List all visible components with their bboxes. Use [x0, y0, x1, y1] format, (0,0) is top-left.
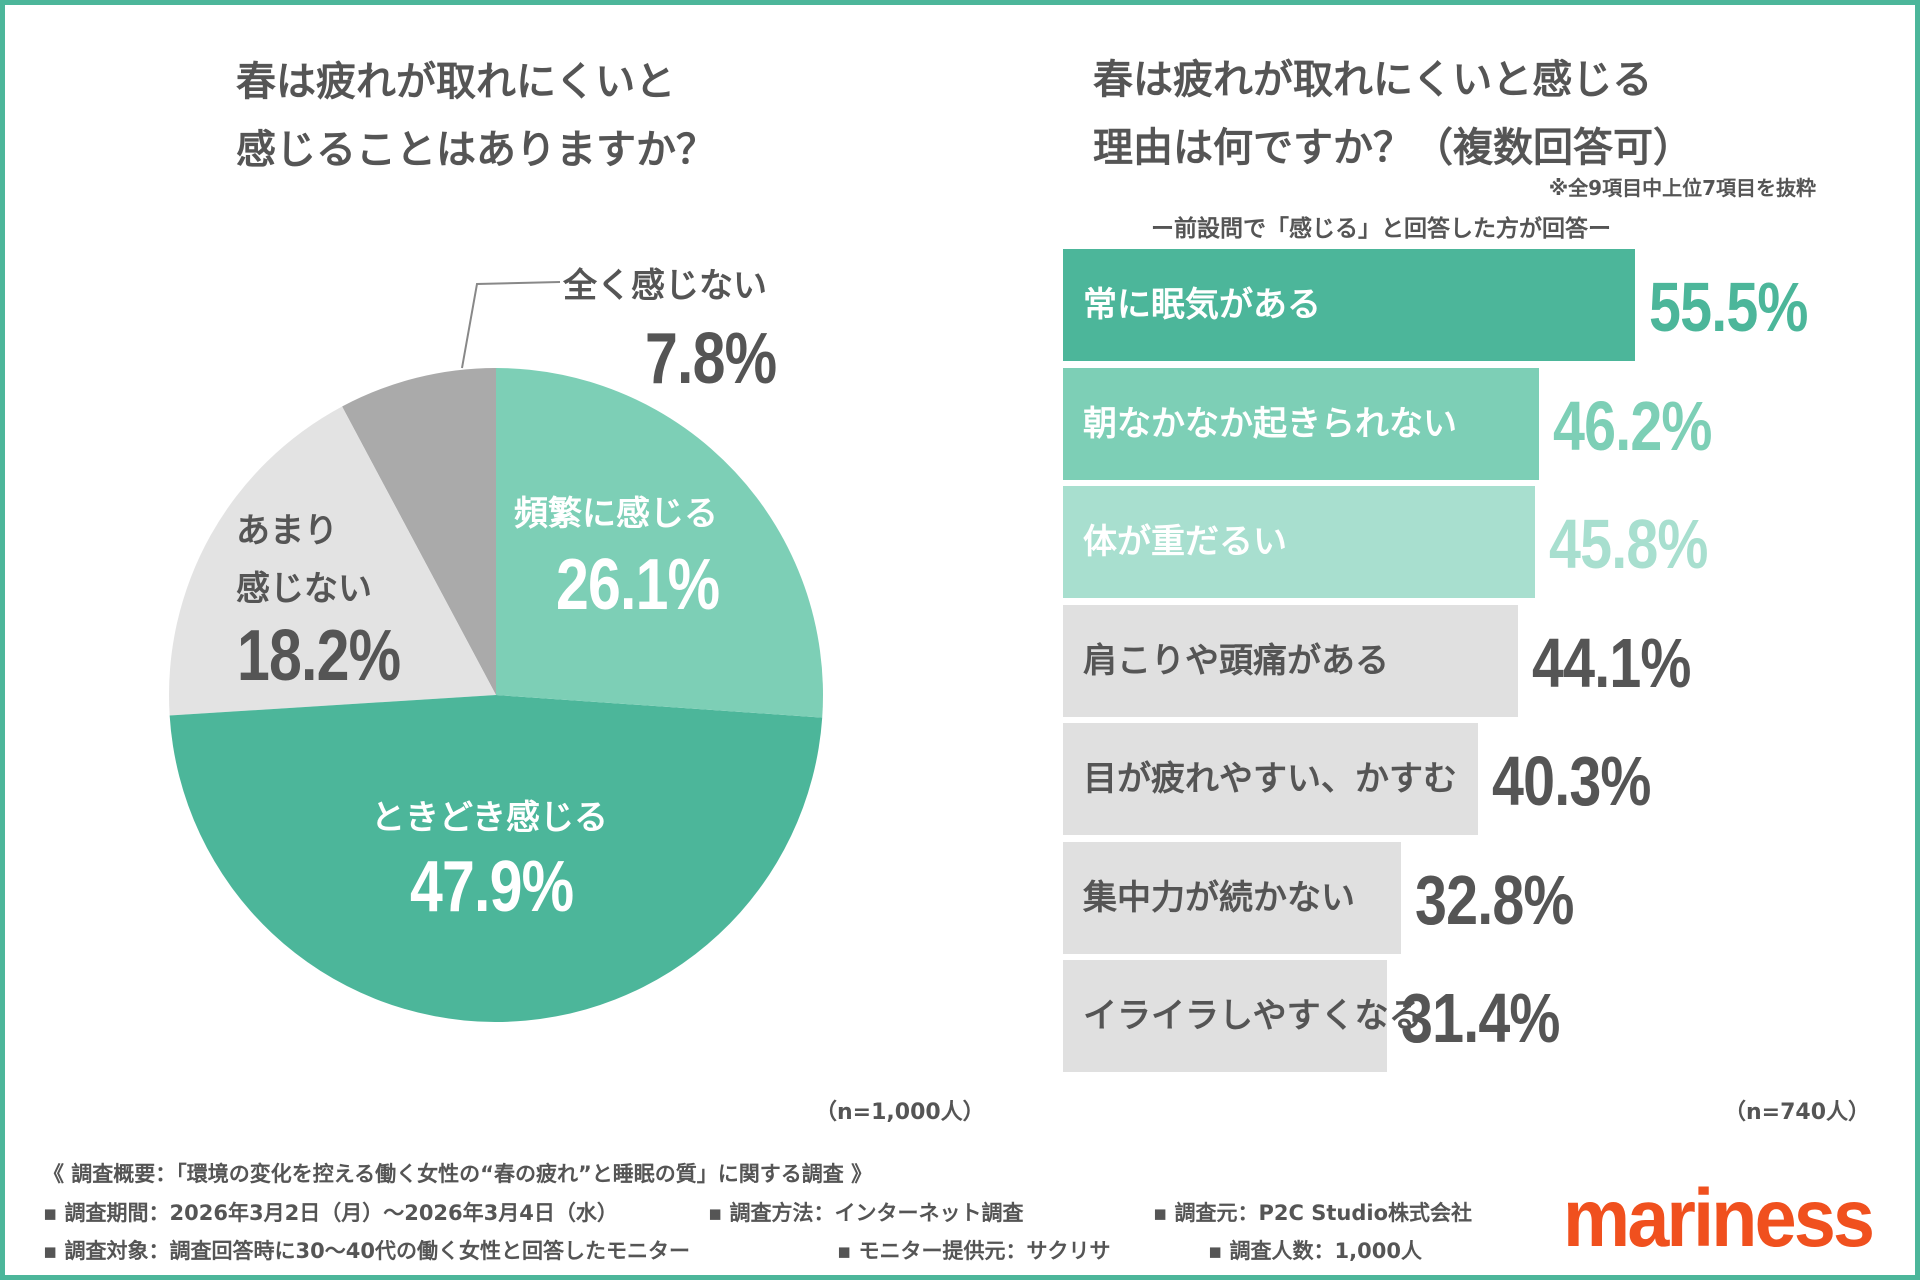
- bar-title-line-2: 理由は何ですか？（複数回答可）: [1093, 125, 1693, 171]
- pie-value-frequent: 26.1%: [556, 545, 720, 625]
- bar-subtitle: ー前設問で「感じる」と回答した方が回答ー: [1151, 216, 1611, 242]
- survey-target: ▪ 調査対象：調査回答時に30～40代の働く女性と回答したモニター: [43, 1239, 690, 1263]
- bar-value: 45.8%: [1549, 505, 1708, 583]
- pie-value-sometimes: 47.9%: [410, 847, 574, 927]
- bar-value: 32.8%: [1415, 860, 1574, 939]
- bar-sample-size: （n=740人）: [1724, 1100, 1871, 1125]
- survey-method: ▪ 調査方法：インターネット調査: [708, 1201, 1024, 1225]
- pie-label-rarely-line-2: 感じない: [236, 569, 372, 609]
- pie-chart: [168, 281, 823, 1023]
- bar-label: 集中力が続かない: [1083, 877, 1355, 918]
- bar-value: 46.2%: [1553, 386, 1712, 465]
- bar-2: 朝なかなか起きられない: [1063, 367, 1540, 480]
- mariness-logo: mariness: [1563, 1173, 1875, 1264]
- bar-value: 31.4%: [1400, 979, 1560, 1057]
- bar-value: 40.3%: [1492, 742, 1652, 820]
- pie-title-line-1: 春は疲れが取れにくいと: [236, 59, 676, 105]
- bar-title: 春は疲れが取れにくいと感じる 理由は何ですか？（複数回答可）: [1093, 46, 1693, 182]
- bar-6: 集中力が続かない: [1063, 841, 1402, 954]
- pie-title-line-2: 感じることはありますか？: [236, 127, 716, 173]
- pie-label-rarely: あまり 感じない: [236, 502, 372, 618]
- pie-sample-size: （n=1,000人）: [815, 1100, 985, 1125]
- bar-value: 44.1%: [1531, 623, 1691, 702]
- bar-value: 55.5%: [1649, 268, 1808, 346]
- bar-7: イライラしやすくなる: [1063, 960, 1423, 1072]
- bar-1: 常に眠気がある: [1063, 249, 1636, 361]
- survey-overview: 《 調査概要：「環境の変化を控える働く女性の“春の疲れ”と睡眠の質」に関する調査…: [43, 1162, 873, 1186]
- bar-label: 常に眠気がある: [1083, 285, 1321, 325]
- bar-3: 体が重だるい: [1063, 486, 1536, 598]
- survey-period: ▪ 調査期間：2026年3月2日（月）～2026年3月4日（水）: [43, 1201, 618, 1225]
- survey-source: ▪ 調査元：P2C Studio株式会社: [1153, 1201, 1473, 1225]
- leader-line: [461, 281, 561, 369]
- bar-label: 体が重だるい: [1083, 522, 1287, 562]
- survey-count: ▪ 調査人数：1,000人: [1208, 1239, 1422, 1263]
- bar-label: 肩こりや頭痛がある: [1083, 640, 1389, 681]
- bar-4: 肩こりや頭痛がある: [1063, 604, 1518, 717]
- bar-label: 朝なかなか起きられない: [1083, 403, 1457, 444]
- pie-slice-rarely: [168, 406, 496, 716]
- pie-value-rarely: 18.2%: [237, 616, 401, 696]
- pie-value-never: 7.8%: [645, 319, 777, 399]
- pie-label-never: 全く感じない: [563, 266, 767, 306]
- survey-provider: ▪ モニター提供元：サクリサ: [837, 1239, 1111, 1263]
- bar-title-line-1: 春は疲れが取れにくいと感じる: [1093, 57, 1653, 103]
- bar-5: 目が疲れやすい、かすむ: [1063, 723, 1479, 835]
- pie-slice-frequent: [496, 368, 823, 718]
- pie-slice-sometimes: [169, 695, 823, 1023]
- pie-label-frequent: 頻繁に感じる: [514, 494, 718, 534]
- pie-label-rarely-line-1: あまり: [236, 511, 338, 551]
- pie-slice-never: [342, 368, 496, 695]
- pie-label-sometimes: ときどき感じる: [371, 798, 608, 838]
- bar-label: 目が疲れやすい、かすむ: [1083, 759, 1457, 799]
- bar-note: ※全9項目中上位7項目を抜粋: [1548, 176, 1816, 200]
- bar-label: イライラしやすくなる: [1083, 996, 1423, 1036]
- pie-title: 春は疲れが取れにくいと 感じることはありますか？: [236, 48, 716, 184]
